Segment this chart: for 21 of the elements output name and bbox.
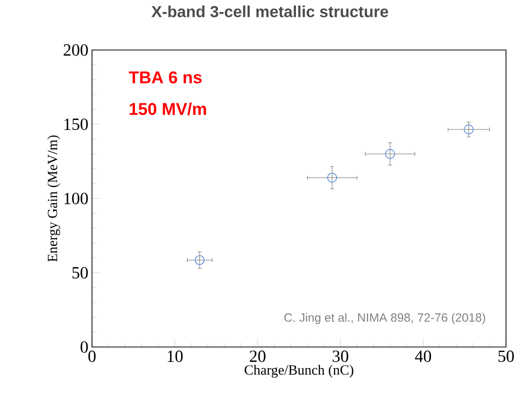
annotation: C. Jing et al., NIMA 898, 72-76 (2018) — [284, 312, 486, 324]
x-tick-label: 50 — [498, 350, 514, 362]
chart-title: X-band 3-cell metallic structure — [151, 6, 388, 18]
point — [327, 172, 338, 183]
y-tick-label: 100 — [64, 192, 88, 204]
y-tick-label: 200 — [64, 44, 88, 56]
x-tick-label: 0 — [88, 350, 96, 362]
y-axis-title: Energy Gain (MeV/m) — [47, 135, 60, 262]
point — [385, 149, 395, 159]
point — [464, 124, 474, 134]
x-tick-label: 20 — [250, 350, 266, 362]
x-axis-title: Charge/Bunch (nC) — [244, 364, 354, 378]
y-tick-label: 50 — [72, 267, 88, 278]
annotation: TBA 6 ns — [128, 71, 202, 84]
y-tick-label: 0 — [80, 341, 88, 353]
x-tick-label: 40 — [415, 350, 432, 362]
point — [194, 255, 205, 266]
y-tick-label: 150 — [64, 118, 88, 130]
x-tick-label: 30 — [332, 350, 348, 362]
x-tick-label: 10 — [168, 350, 183, 362]
annotation: 150 MV/m — [130, 102, 206, 116]
